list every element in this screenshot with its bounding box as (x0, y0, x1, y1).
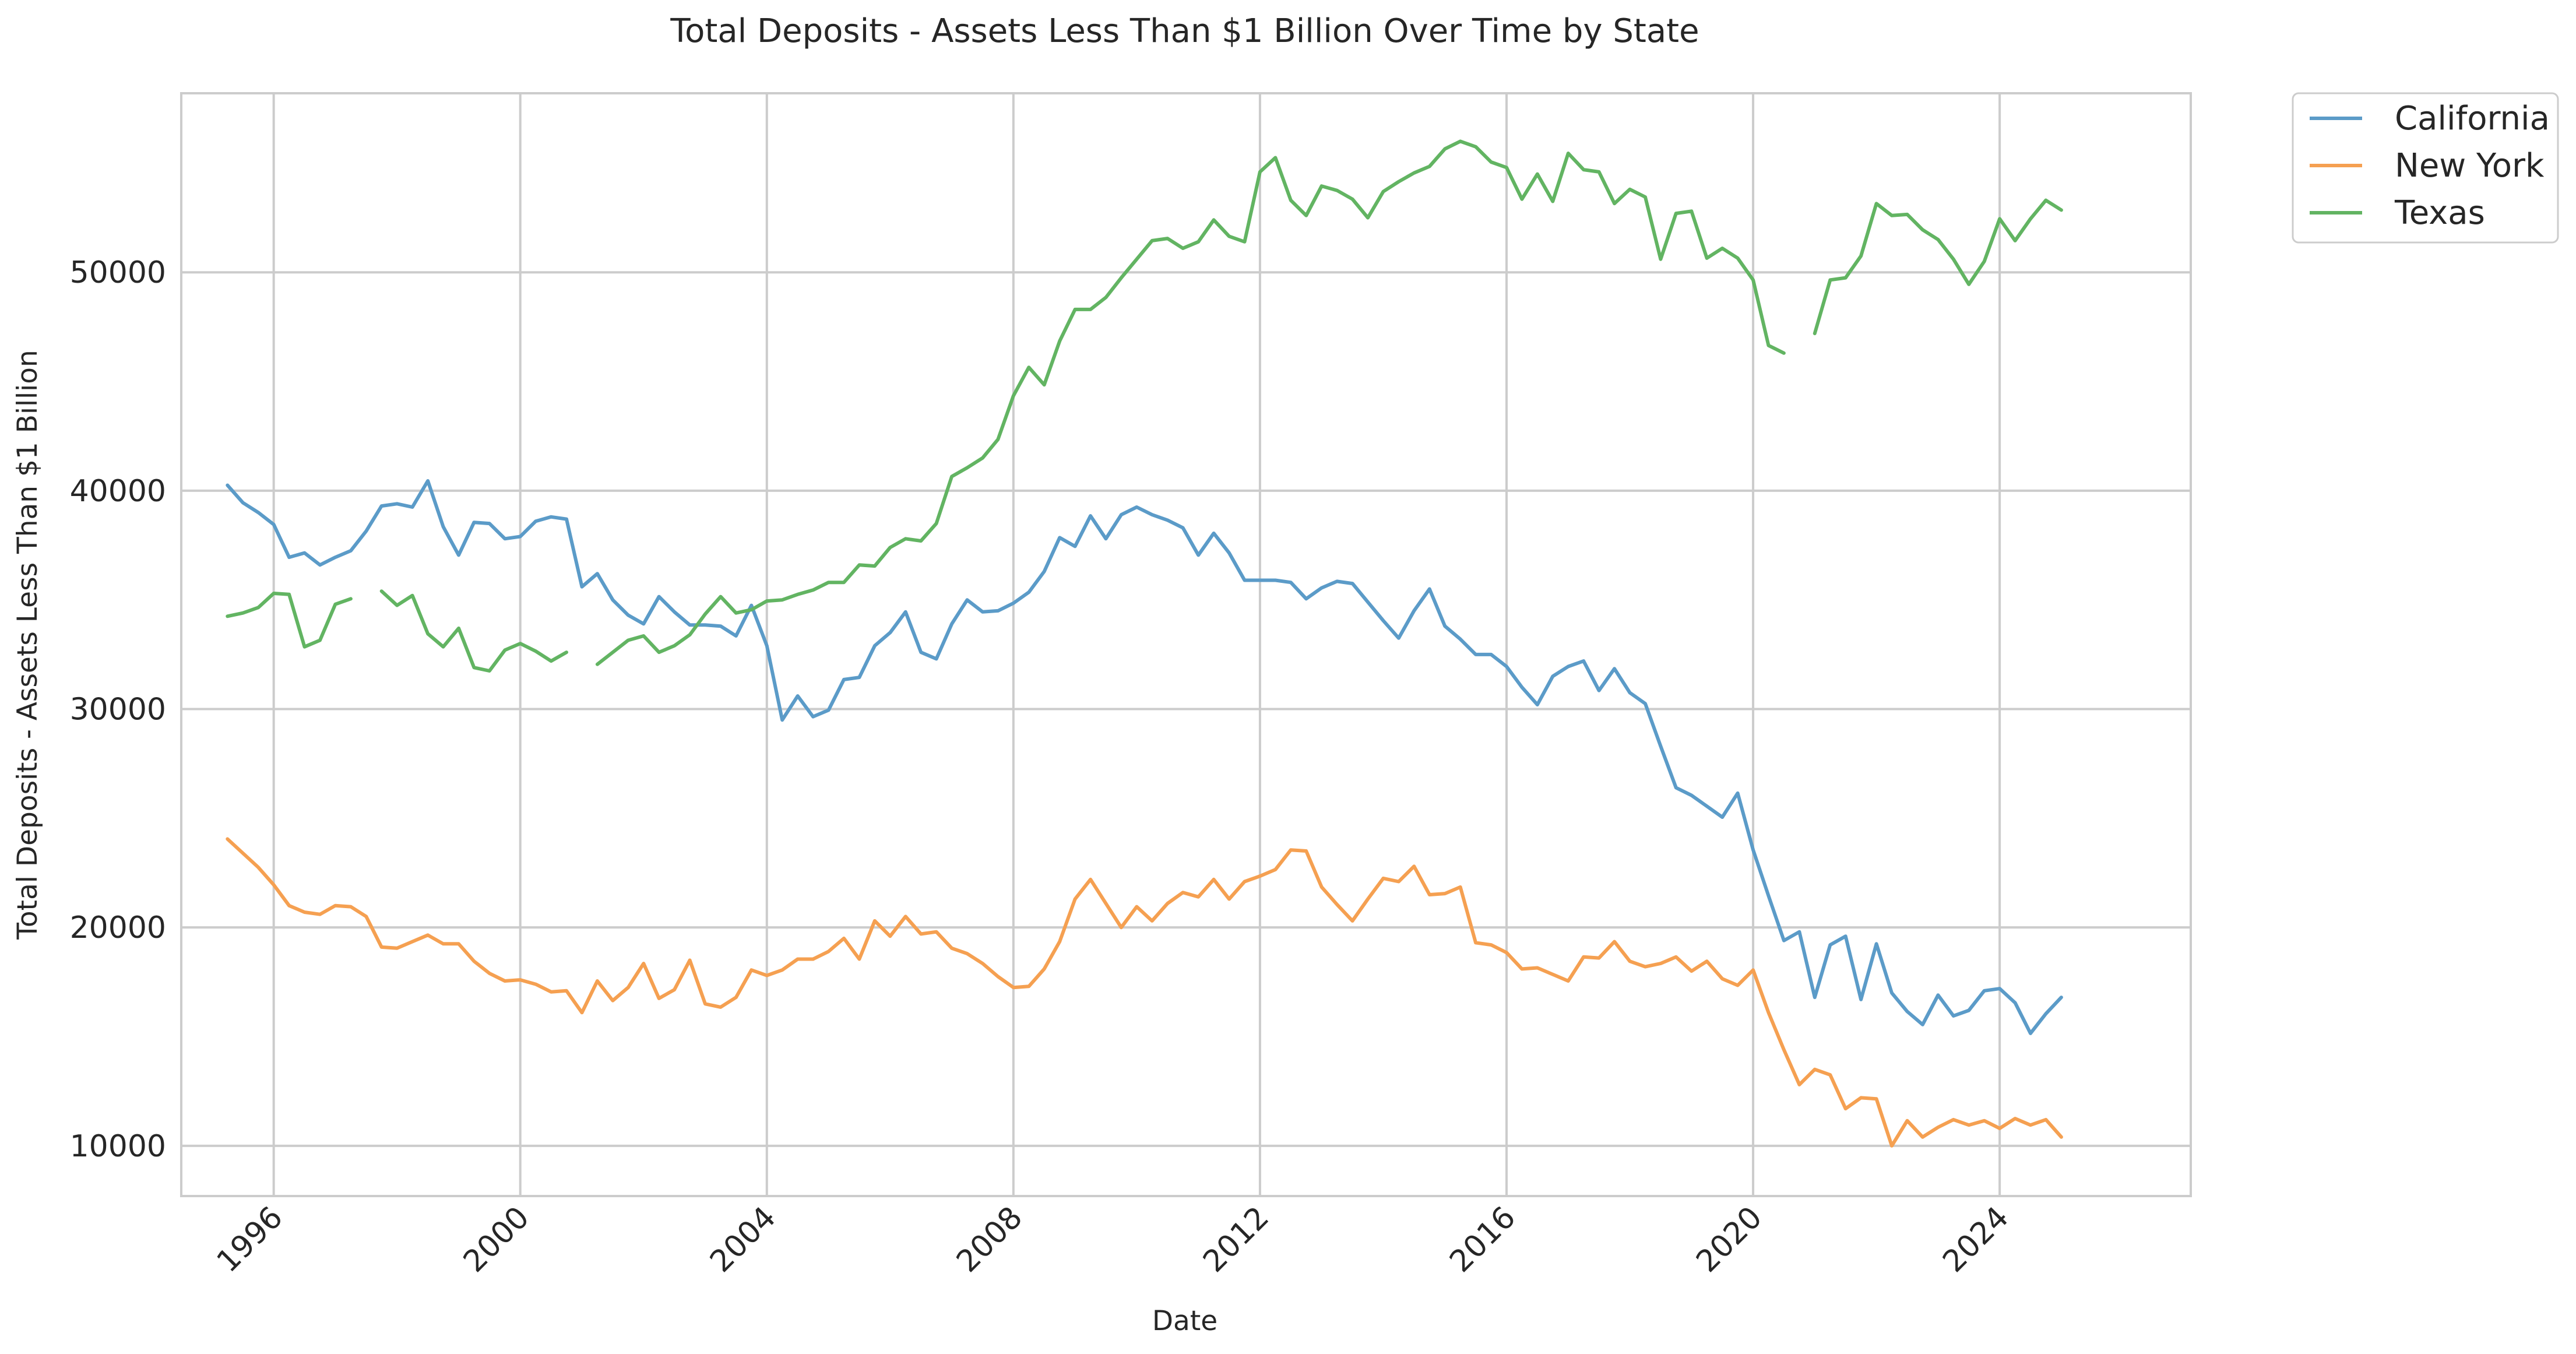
legend-label-texas: Texas (2394, 194, 2485, 232)
chart-title: Total Deposits - Assets Less Than $1 Bil… (670, 12, 1699, 50)
plot-frame (180, 92, 2192, 1197)
series-layer (226, 139, 2063, 1148)
series-texas (226, 139, 2063, 673)
y-tick-label: 20000 (70, 910, 166, 945)
series-line-texas (226, 139, 2063, 673)
legend-frame (2292, 92, 2559, 244)
y-tick-label: 30000 (70, 692, 166, 727)
plot-background (181, 93, 2191, 1196)
grid-layer (181, 93, 2191, 1196)
series-california (226, 479, 2063, 1035)
y-tick-label: 50000 (70, 255, 166, 290)
series-new-york (226, 837, 2063, 1148)
x-axis-label: Date (1152, 1305, 1217, 1337)
y-tick-label: 10000 (70, 1129, 166, 1164)
legend-label-california: California (2395, 100, 2550, 138)
legend: California New York Texas (2292, 92, 2559, 244)
y-axis-label: Total Deposits - Assets Less Than $1 Bil… (12, 350, 44, 940)
series-line-new-york (226, 837, 2063, 1148)
series-line-california (226, 479, 2063, 1035)
y-tick-label: 40000 (70, 474, 166, 509)
legend-label-new-york: New York (2395, 147, 2545, 185)
